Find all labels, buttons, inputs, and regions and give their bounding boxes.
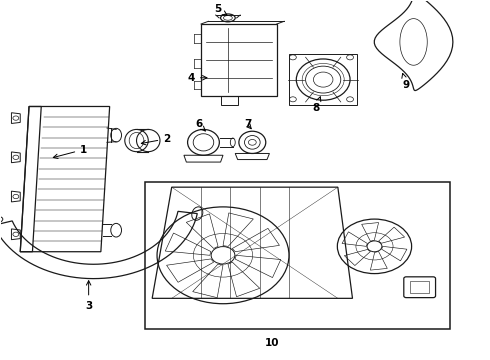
Bar	[201, 24, 277, 96]
Bar	[289, 54, 357, 105]
Text: 4: 4	[188, 73, 207, 83]
Text: 9: 9	[402, 73, 410, 90]
Text: 8: 8	[312, 97, 321, 113]
Text: 5: 5	[214, 4, 227, 15]
Text: 1: 1	[53, 144, 87, 158]
Bar	[145, 182, 450, 329]
Text: 10: 10	[265, 338, 279, 348]
Bar	[410, 282, 429, 293]
Text: 7: 7	[244, 120, 251, 129]
Text: 3: 3	[85, 281, 92, 311]
Text: 2: 2	[141, 134, 171, 145]
Bar	[220, 96, 238, 105]
Text: 6: 6	[195, 120, 205, 131]
